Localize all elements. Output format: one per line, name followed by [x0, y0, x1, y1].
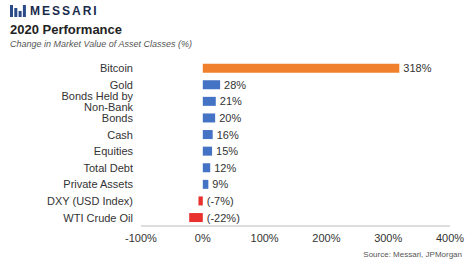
svg-text:16%: 16%	[217, 129, 239, 141]
svg-text:21%: 21%	[220, 95, 242, 107]
svg-text:9%: 9%	[212, 178, 228, 190]
svg-text:(-22%): (-22%)	[207, 212, 240, 224]
svg-text:Private Assets: Private Assets	[63, 178, 133, 190]
svg-text:12%: 12%	[214, 162, 236, 174]
html-text:Source: Messari, JPMorgan: Source: Messari, JPMorgan	[363, 250, 462, 259]
html-text:MESSARI: MESSARI	[30, 4, 99, 18]
svg-text:Bonds Held byNon-Bank: Bonds Held byNon-Bank	[61, 90, 133, 113]
svg-text:Equities: Equities	[94, 145, 134, 157]
svg-text:Total Debt: Total Debt	[83, 162, 133, 174]
html-text:Change in Market Value of Asse: Change in Market Value of Asset Classes …	[10, 39, 192, 49]
svg-text:Cash: Cash	[107, 129, 133, 141]
svg-text:300%: 300%	[374, 232, 402, 244]
svg-text:-100%: -100%	[125, 232, 157, 244]
svg-text:400%: 400%	[436, 232, 464, 244]
html-text:2020 Performance: 2020 Performance	[10, 22, 122, 37]
svg-text:WTI Crude Oil: WTI Crude Oil	[63, 212, 133, 224]
svg-text:DXY (USD Index): DXY (USD Index)	[47, 195, 133, 207]
svg-text:0%: 0%	[195, 232, 211, 244]
svg-text:Bitcoin: Bitcoin	[100, 62, 133, 74]
svg-text:20%: 20%	[219, 112, 241, 124]
svg-text:Gold: Gold	[109, 78, 133, 91]
svg-text:(-7%): (-7%)	[207, 195, 234, 207]
svg-text:28%: 28%	[224, 79, 246, 91]
svg-text:200%: 200%	[312, 232, 340, 244]
svg-text:15%: 15%	[216, 145, 238, 157]
svg-text:318%: 318%	[403, 62, 431, 74]
svg-text:100%: 100%	[251, 232, 279, 244]
svg-text:Bonds: Bonds	[102, 112, 134, 124]
